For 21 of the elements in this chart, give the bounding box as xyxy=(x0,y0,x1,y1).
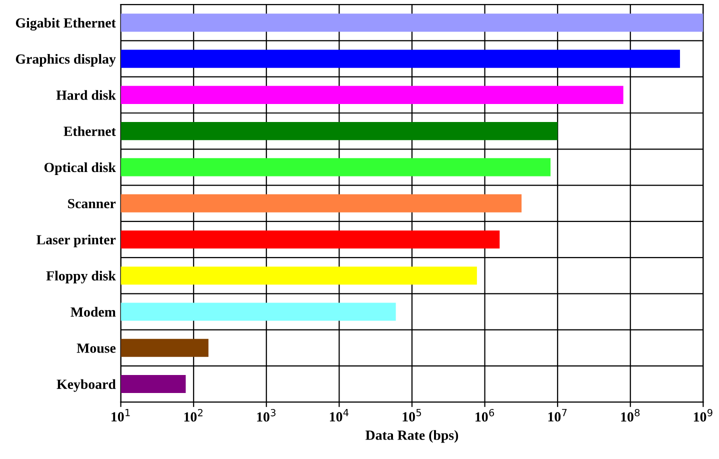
x-tick-label: 10$^{3}$ xyxy=(257,408,276,422)
x-tick-label: 10$^{9}$ xyxy=(694,408,712,422)
y-tick-label: Scanner xyxy=(68,198,116,208)
y-tick-label: Ethernet xyxy=(64,126,116,136)
y-tick-label: Hard disk xyxy=(56,90,116,100)
x-tick-label: 10$^{4}$ xyxy=(330,408,349,422)
y-tick-label: Graphics display xyxy=(16,54,116,67)
x-axis-title: Data Rate (bps) xyxy=(366,430,458,443)
y-tick-label: Gigabit Ethernet xyxy=(16,18,116,31)
x-tick-label: 10$^{5}$ xyxy=(402,408,421,422)
y-tick-label: Keyboard xyxy=(56,379,116,392)
x-tick-label: 10$^{8}$ xyxy=(621,408,640,422)
x-tick-label: 10$^{2}$ xyxy=(184,408,202,422)
y-tick-label: Laser printer xyxy=(36,234,116,248)
y-tick-label: Mouse xyxy=(76,344,116,353)
x-tick-label: 10$^{6}$ xyxy=(476,408,494,422)
y-tick-label: Floppy disk xyxy=(46,270,116,284)
y-tick-label: Modem xyxy=(70,306,116,317)
x-tick-label: 10$^{7}$ xyxy=(548,408,567,422)
y-tick-label: Optical disk xyxy=(44,162,116,175)
x-tick-label: 10$^{1}$ xyxy=(112,408,130,422)
